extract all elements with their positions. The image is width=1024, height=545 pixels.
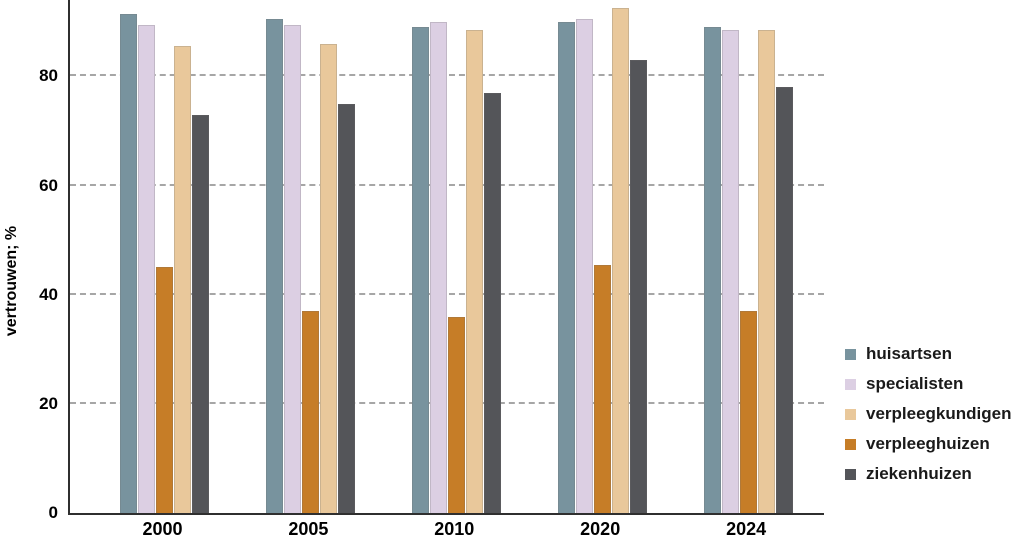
- bar-specialisten-2010: [429, 21, 447, 513]
- bar-specialisten-2024: [721, 30, 739, 513]
- y-tick-label-80: 80: [39, 66, 58, 86]
- bar-huisartsen-2005: [265, 19, 283, 513]
- bar-ziekenhuizen-2010: [483, 92, 501, 513]
- bar-ziekenhuizen-2024: [775, 87, 793, 513]
- legend-label-ziekenhuizen: ziekenhuizen: [866, 464, 972, 483]
- bar-verpleegkundigen-2024: [757, 30, 775, 513]
- legend-item-huisartsen: huisartsen: [845, 344, 1011, 363]
- y-tick-label-0: 0: [48, 503, 58, 522]
- legend-item-specialisten: specialisten: [845, 374, 1011, 393]
- bar-verpleegkundigen-2020: [611, 8, 629, 513]
- bar-ziekenhuizen-2005: [337, 103, 355, 513]
- legend-label-huisartsen: huisartsen: [866, 344, 952, 363]
- legend-swatch-verpleegkundigen: [845, 408, 856, 420]
- legend-item-verpleegkundigen: verpleegkundigen: [845, 404, 1012, 423]
- bar-group-2005: [265, 19, 355, 513]
- plot-area: [68, 0, 824, 515]
- legend-swatch-ziekenhuizen: [845, 468, 856, 480]
- legend-label-verpleeghuizen: verpleeghuizen: [866, 434, 990, 453]
- bar-group-2024: [703, 27, 793, 513]
- y-tick-label-40: 40: [39, 284, 58, 304]
- x-tick-label-2020: 2020: [580, 519, 621, 539]
- x-tick-label-2024: 2024: [726, 519, 767, 539]
- bar-verpleeghuizen-2020: [593, 264, 611, 513]
- gridline-40: [70, 292, 824, 295]
- bar-ziekenhuizen-2020: [629, 60, 647, 513]
- bar-group-2020: [557, 8, 647, 513]
- bar-specialisten-2020: [575, 19, 593, 513]
- bar-specialisten-2000: [138, 24, 155, 513]
- legend-item-ziekenhuizen: ziekenhuizen: [845, 464, 1011, 483]
- bar-group-2000: [120, 13, 209, 513]
- legend-item-verpleeghuizen: verpleeghuizen: [845, 434, 1011, 453]
- legend-swatch-verpleeghuizen: [845, 438, 856, 450]
- x-tick-label-2010: 2010: [434, 519, 475, 539]
- legend-swatch-huisartsen: [845, 348, 856, 360]
- legend-label-verpleegkundigen: verpleegkundigen: [866, 404, 1012, 423]
- gridline-80: [70, 74, 824, 77]
- bar-specialisten-2005: [283, 24, 301, 513]
- bar-huisartsen-2010: [411, 27, 429, 513]
- bar-verpleegkundigen-2000: [174, 46, 191, 513]
- legend: huisartsen specialisten verpleegkundigen ve…: [845, 344, 1012, 483]
- y-tick-label-60: 60: [39, 175, 58, 195]
- legend-label-specialisten: specialisten: [866, 374, 964, 393]
- gridline-60: [70, 183, 824, 186]
- bar-verpleegkundigen-2010: [465, 30, 483, 513]
- bar-huisartsen-2000: [120, 13, 137, 513]
- bar-group-2010: [411, 21, 501, 513]
- bar-huisartsen-2020: [557, 21, 575, 513]
- bar-verpleegkundigen-2005: [319, 43, 337, 513]
- bar-huisartsen-2024: [703, 27, 721, 513]
- y-axis-title: vertrouwen; %: [3, 225, 20, 337]
- bar-verpleeghuizen-2005: [301, 311, 319, 513]
- bar-verpleeghuizen-2024: [739, 311, 757, 513]
- legend-swatch-specialisten: [845, 378, 856, 390]
- bar-verpleeghuizen-2000: [156, 267, 173, 513]
- bar-ziekenhuizen-2000: [192, 114, 209, 513]
- bar-verpleeghuizen-2010: [447, 316, 465, 513]
- y-tick-label-20: 20: [39, 393, 58, 413]
- x-tick-label-2005: 2005: [288, 519, 329, 539]
- x-tick-label-2000: 2000: [142, 519, 183, 539]
- gridline-20: [70, 401, 824, 404]
